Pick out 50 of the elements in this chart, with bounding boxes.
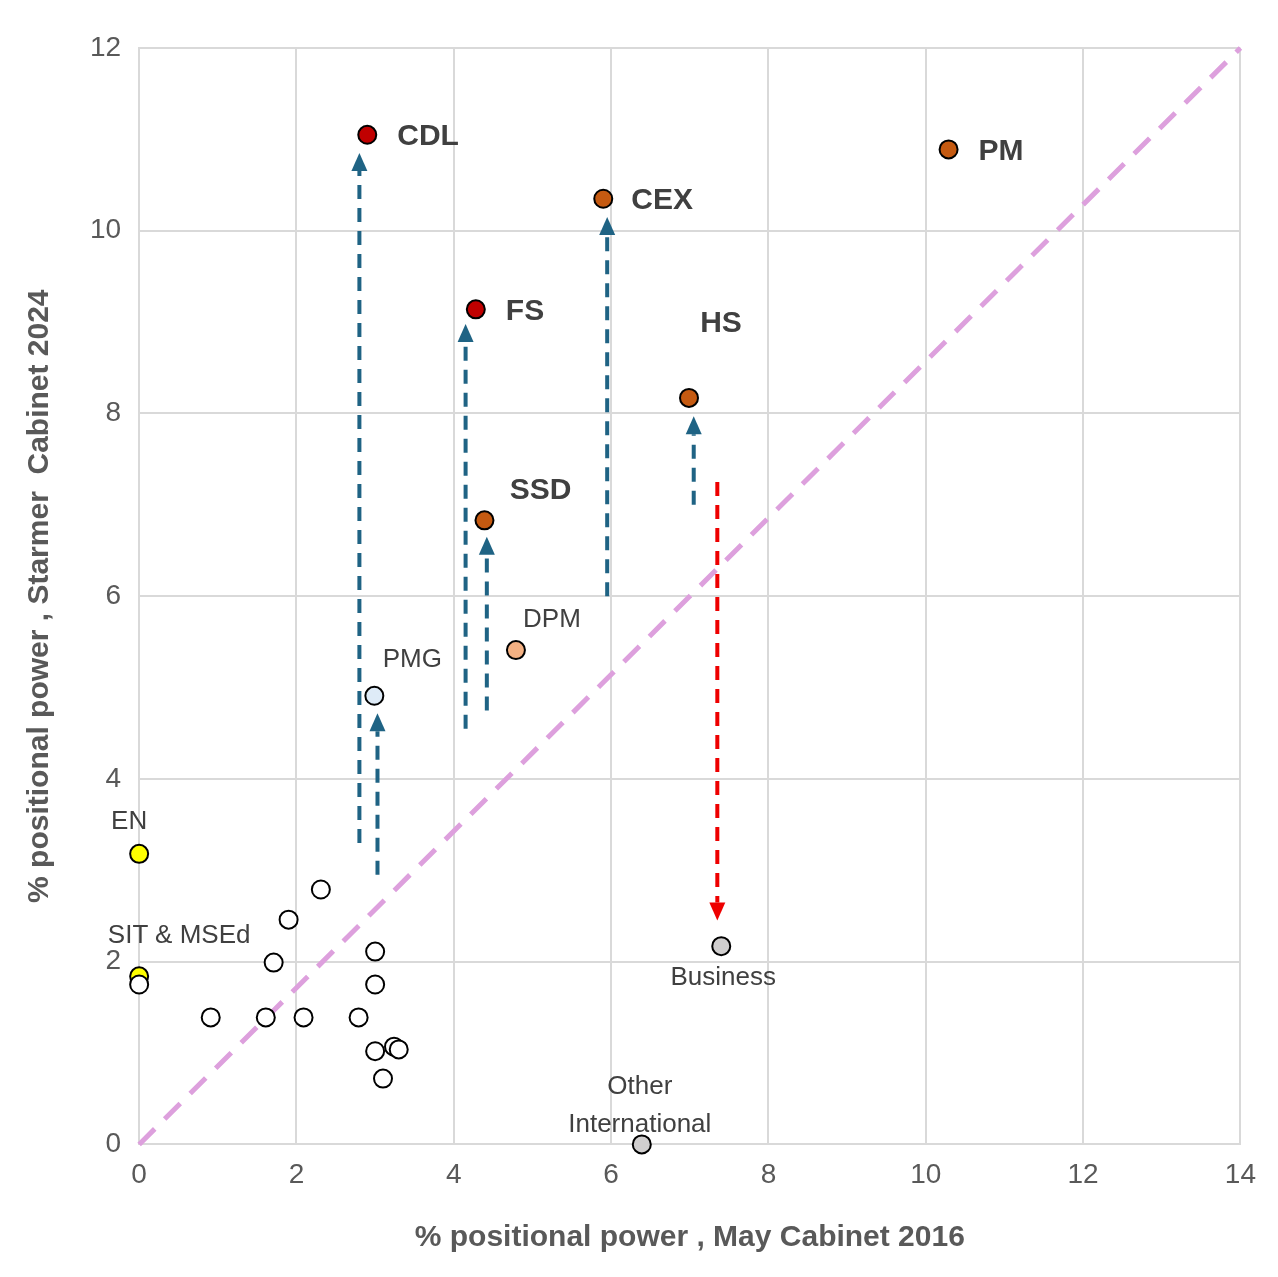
- point: [255, 1007, 276, 1028]
- point: [310, 879, 331, 900]
- point: [129, 974, 150, 995]
- point: [938, 139, 959, 160]
- point: [373, 1068, 393, 1089]
- x-tick-label: 6: [603, 1157, 619, 1189]
- annotation: SSD: [509, 471, 572, 505]
- x-tick-label: 10: [910, 1157, 942, 1189]
- point: [711, 936, 732, 957]
- point: [679, 387, 699, 408]
- point: [505, 640, 526, 661]
- point: [365, 1041, 386, 1062]
- annotation: CDL: [397, 118, 459, 152]
- y-axis-title: % positional power , Starmer Cabinet 2024: [21, 289, 55, 903]
- y-tick-label: 0: [105, 1127, 122, 1159]
- point: [365, 941, 386, 962]
- x-axis-title: % positional power , May Cabinet 2016: [414, 1219, 965, 1253]
- annotation: FS: [505, 292, 545, 326]
- point: [631, 1134, 652, 1155]
- point: [593, 188, 614, 209]
- point: [293, 1007, 314, 1028]
- y-tick-label: 10: [89, 213, 122, 245]
- x-tick-label: 2: [288, 1157, 305, 1189]
- point: [357, 124, 378, 145]
- annotation: DPM: [523, 603, 581, 634]
- x-tick-label: 12: [1067, 1157, 1099, 1189]
- y-tick-label: 4: [105, 761, 122, 793]
- point: [365, 974, 386, 995]
- point: [129, 843, 150, 864]
- point: [474, 510, 495, 531]
- annotation: EN: [111, 805, 148, 836]
- annotation: CEX: [631, 182, 693, 216]
- x-tick-label: 0: [131, 1157, 147, 1189]
- x-tick-label: 8: [760, 1157, 777, 1189]
- annotation: HS: [700, 305, 742, 339]
- point: [200, 1007, 221, 1028]
- annotation: PM: [978, 132, 1024, 166]
- annotation: PMG: [382, 642, 442, 673]
- x-tick-label: 14: [1224, 1157, 1257, 1189]
- y-tick-label: 12: [89, 30, 122, 62]
- x-tick-label: 4: [446, 1157, 462, 1189]
- point: [364, 685, 385, 706]
- point: [278, 909, 299, 930]
- y-tick-label: 8: [105, 396, 122, 428]
- annotation: Other International: [568, 1069, 712, 1138]
- point: [348, 1007, 369, 1028]
- point: [263, 952, 284, 973]
- y-tick-label: 6: [105, 578, 122, 610]
- annotation: Business: [670, 961, 776, 992]
- point: [465, 299, 486, 320]
